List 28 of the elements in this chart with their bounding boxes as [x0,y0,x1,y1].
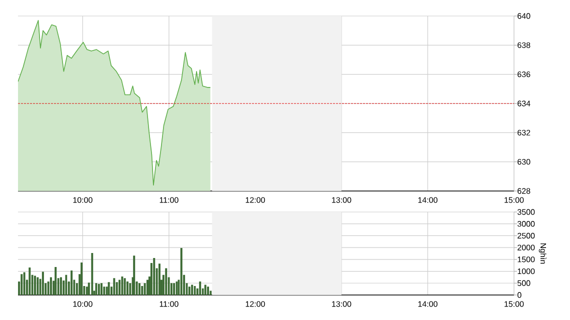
y-tick-label: 3000 [517,221,535,227]
x-tick-label: 14:00 [418,301,438,307]
y-tick-label: 630 [518,158,530,165]
y-tick-label: 634 [518,100,530,106]
x-tick-label: 10:00 [73,197,92,203]
x-tick-label: 13:00 [332,301,352,307]
y-tick-label: 0 [518,292,522,298]
x-tick-label: 12:00 [246,197,265,203]
y-tick-label: 1000 [518,268,535,274]
y-tick-label: 628 [518,188,530,194]
y-axis-title: Nghìn [538,243,546,264]
y-tick-label: 638 [518,42,530,48]
x-tick-label: 11:00 [160,301,178,307]
x-tick-label: 10:00 [73,301,92,307]
x-tick-label: 12:00 [246,301,265,307]
x-tick-label: 15:00 [504,197,524,203]
x-tick-label: 13:00 [332,197,352,203]
x-tick-label: 15:00 [504,301,524,307]
y-tick-label: 636 [518,71,530,78]
y-tick-label: 1500 [518,256,535,262]
y-tick-label: 632 [518,130,530,136]
y-tick-label: 3500 [517,209,535,215]
y-tick-label: 500 [518,280,530,286]
y-tick-label: 640 [518,13,530,19]
x-tick-label: 11:00 [160,197,178,203]
y-tick-label: 2500 [518,232,535,239]
x-tick-label: 14:00 [418,197,438,203]
y-tick-label: 2000 [518,244,535,250]
